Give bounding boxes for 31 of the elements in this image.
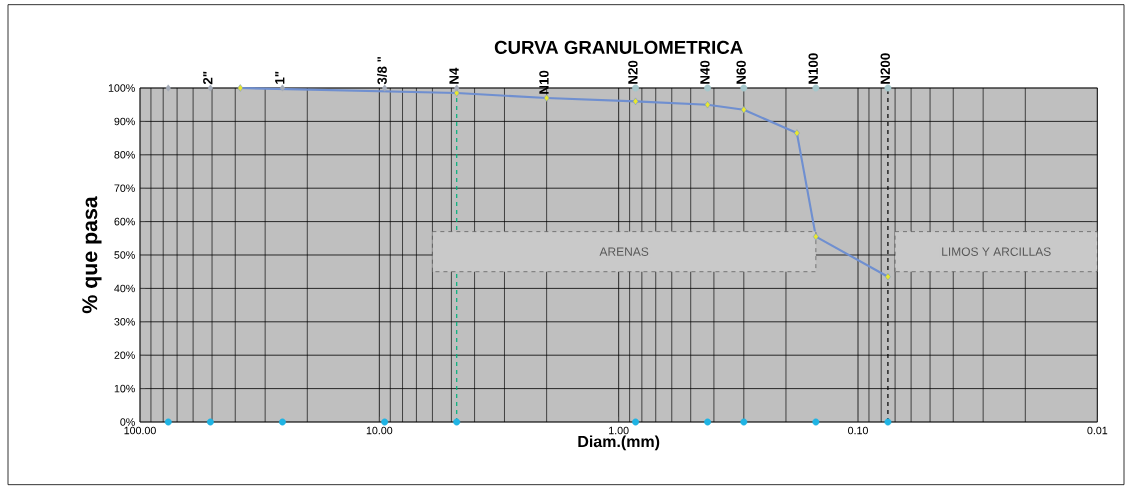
y-tick-label: 10% xyxy=(114,384,135,393)
y-tick-label: 30% xyxy=(114,318,135,326)
annotation: N4 xyxy=(449,67,459,84)
annotation: N20 xyxy=(628,60,638,84)
annotation: N40 xyxy=(700,60,710,84)
y-tick-label: 60% xyxy=(114,217,135,226)
band-label: ARENAS xyxy=(599,247,649,256)
x-tick-label: 10.00 xyxy=(366,426,393,435)
y-tick-label: 90% xyxy=(114,117,135,126)
y-tick-label: 50% xyxy=(114,251,135,259)
y-tick-label: 40% xyxy=(114,284,135,293)
x-tick-label: 1.00 xyxy=(609,426,629,435)
x-tick-label: 0.01 xyxy=(1087,426,1108,435)
annotation: N60 xyxy=(736,60,746,84)
x-axis-title: Diam.(mm) xyxy=(578,435,660,451)
x-tick-label: 0.10 xyxy=(848,426,868,435)
annotation: 3/8 " xyxy=(377,56,387,85)
x-tick-label: 100.00 xyxy=(124,426,156,435)
y-axis-title: % que pasa xyxy=(82,196,102,314)
annotation: 1" xyxy=(275,71,285,84)
y-tick-label: 70% xyxy=(114,184,135,192)
annotation: N10 xyxy=(539,70,549,94)
y-tick-label: 20% xyxy=(114,351,135,359)
annotation: N100 xyxy=(808,53,818,84)
y-tick-label: 80% xyxy=(114,151,135,159)
chart-title: CURVA GRANULOMETRICA xyxy=(494,40,743,54)
y-tick-label: 100% xyxy=(108,84,135,92)
y-tick-label: 0% xyxy=(120,418,135,426)
annotation: 2" xyxy=(203,71,213,85)
annotation: N200 xyxy=(880,53,890,84)
band-label: LIMOS Y ARCILLAS xyxy=(942,247,1051,256)
